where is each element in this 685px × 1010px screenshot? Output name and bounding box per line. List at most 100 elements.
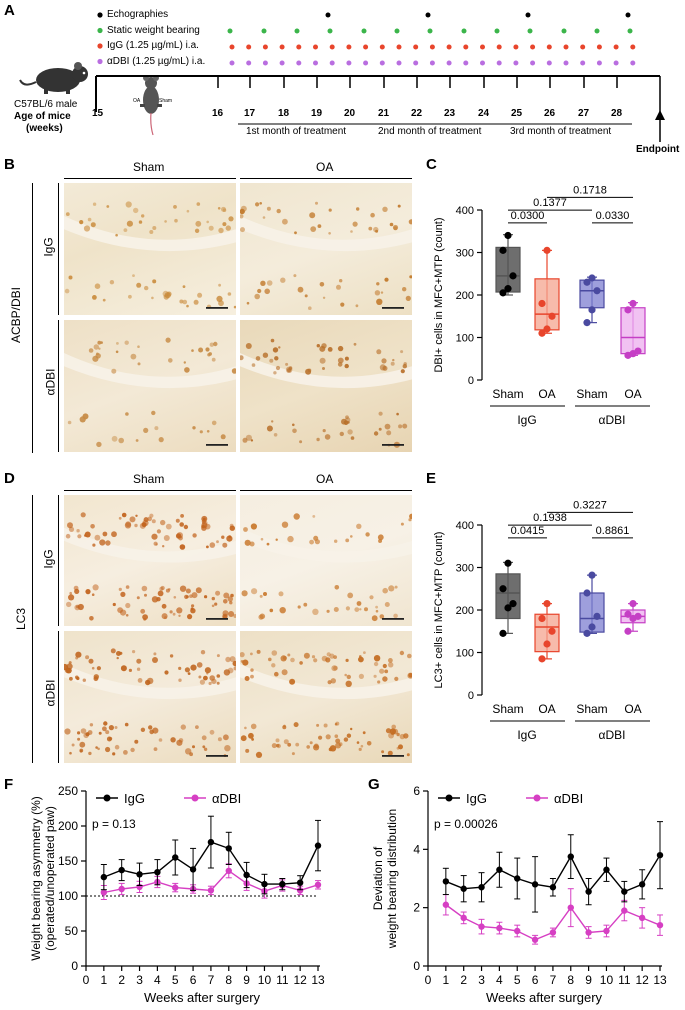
stained-nucleus — [268, 657, 272, 662]
stained-nucleus — [93, 676, 99, 682]
stained-nucleus — [350, 230, 353, 233]
stained-nucleus — [327, 347, 333, 352]
stained-nucleus — [394, 585, 398, 589]
stained-nucleus — [187, 614, 193, 620]
stained-nucleus — [118, 516, 122, 520]
stained-nucleus — [291, 752, 295, 756]
stained-nucleus — [94, 534, 101, 541]
stained-nucleus — [379, 614, 385, 619]
x-tick-label: 13 — [653, 973, 667, 987]
data-point — [593, 612, 601, 620]
stained-nucleus — [84, 534, 87, 537]
stained-nucleus — [271, 420, 274, 423]
micrograph-d-adbi-sham — [64, 631, 236, 763]
stained-nucleus — [102, 531, 108, 537]
stained-nucleus — [196, 662, 203, 668]
data-point — [118, 885, 125, 893]
data-point — [499, 585, 507, 593]
stained-nucleus — [79, 741, 86, 748]
stained-nucleus — [303, 602, 308, 607]
data-point — [504, 285, 512, 293]
stained-nucleus — [93, 344, 99, 350]
stained-nucleus — [379, 668, 385, 674]
data-point — [548, 627, 556, 635]
stained-nucleus — [339, 431, 344, 437]
stained-nucleus — [89, 723, 94, 727]
data-point — [509, 600, 517, 608]
igg-injection-dot — [296, 44, 302, 50]
stained-nucleus — [391, 732, 394, 736]
weight-bearing-dot — [494, 28, 500, 34]
stained-nucleus — [244, 726, 247, 730]
stained-nucleus — [69, 591, 72, 595]
micrograph-d-adbi-oa — [240, 631, 412, 763]
stained-nucleus — [114, 744, 120, 750]
stained-nucleus — [382, 365, 388, 371]
x-tick-label: 6 — [190, 973, 197, 987]
panel-letter-f: F — [4, 776, 14, 793]
stained-nucleus — [285, 362, 289, 366]
stained-nucleus — [365, 532, 370, 537]
stained-nucleus — [244, 539, 251, 546]
stained-nucleus — [322, 296, 326, 299]
stained-nucleus — [280, 277, 286, 283]
week-label: 18 — [278, 108, 290, 119]
stained-nucleus — [378, 427, 382, 431]
stained-nucleus — [87, 730, 93, 735]
adbi-injection-dot — [596, 60, 602, 66]
stained-nucleus — [331, 665, 338, 672]
adbi-injection-dot — [429, 60, 435, 66]
stained-nucleus — [240, 355, 244, 361]
data-point — [588, 306, 596, 314]
stained-nucleus — [326, 652, 331, 657]
stained-nucleus — [297, 605, 301, 609]
stained-nucleus — [152, 657, 158, 663]
stained-nucleus — [66, 667, 72, 674]
d-col-oa: OA — [316, 472, 334, 486]
stained-nucleus — [287, 653, 291, 657]
stained-nucleus — [184, 367, 190, 373]
stained-nucleus — [347, 429, 353, 435]
stained-nucleus — [376, 282, 380, 286]
stained-nucleus — [282, 725, 287, 730]
stained-nucleus — [73, 585, 79, 591]
igg-injection-dot — [229, 44, 235, 50]
d-side-bar — [32, 495, 33, 763]
stained-nucleus — [105, 746, 111, 753]
data-point — [279, 880, 286, 888]
stained-nucleus — [346, 733, 352, 738]
stained-nucleus — [310, 226, 317, 232]
stained-nucleus — [222, 542, 228, 548]
stained-nucleus — [196, 202, 201, 206]
stained-nucleus — [115, 233, 118, 237]
stained-nucleus — [123, 228, 128, 232]
stained-nucleus — [344, 363, 349, 369]
stained-nucleus — [65, 212, 70, 216]
data-point — [514, 875, 521, 882]
stained-nucleus — [402, 364, 407, 369]
x-tick-label: 12 — [635, 973, 649, 987]
y-tick-label: 300 — [456, 248, 474, 260]
stained-nucleus — [223, 592, 230, 599]
data-point — [543, 246, 551, 254]
micrograph-d-igg-oa-nuclei — [240, 513, 412, 622]
igg-injection-dot — [379, 44, 385, 50]
stained-nucleus — [313, 658, 318, 663]
stained-nucleus — [317, 224, 322, 228]
stained-nucleus — [360, 744, 364, 748]
data-point — [603, 927, 610, 935]
stained-nucleus — [194, 228, 200, 233]
stained-nucleus — [271, 650, 278, 656]
adbi-injection-dot — [363, 60, 369, 66]
stained-nucleus — [92, 295, 97, 300]
stained-nucleus — [162, 545, 165, 548]
stained-nucleus — [393, 613, 398, 619]
stained-nucleus — [76, 676, 80, 681]
stained-nucleus — [151, 410, 156, 416]
data-point — [478, 884, 485, 891]
stained-nucleus — [201, 524, 205, 529]
igg-injection-dot — [596, 44, 602, 50]
data-point — [538, 614, 546, 623]
x-tick-label: 1 — [443, 973, 450, 987]
data-point — [531, 936, 539, 943]
